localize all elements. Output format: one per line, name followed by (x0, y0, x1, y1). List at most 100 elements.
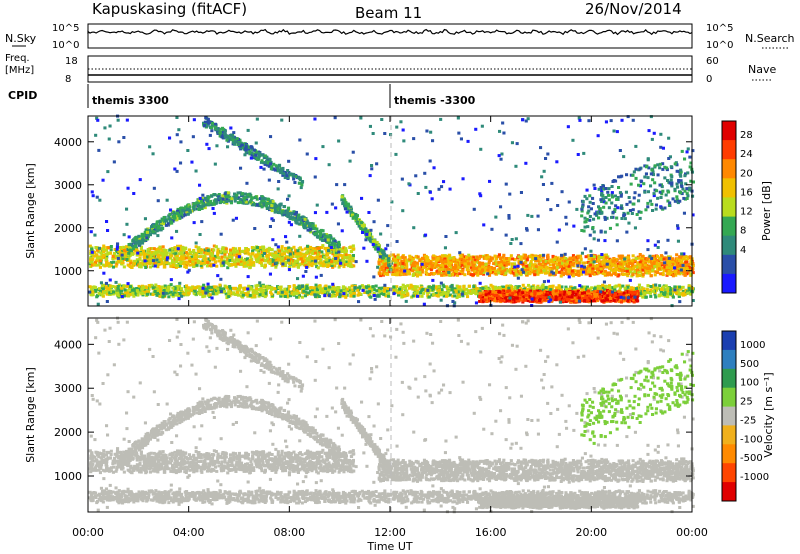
freq-label-2: [MHz] (5, 65, 34, 76)
power-cell (445, 295, 448, 298)
power-cell (157, 256, 160, 259)
power-cell (658, 294, 661, 297)
power-cell (218, 284, 221, 287)
power-cell (135, 249, 138, 252)
power-cell (161, 261, 164, 264)
power-cell (105, 285, 108, 288)
power-cell (575, 273, 578, 276)
power-cell (596, 268, 599, 271)
power-cell (255, 290, 258, 293)
power-cell (502, 262, 505, 265)
power-cell (419, 291, 422, 294)
power-cell (125, 258, 128, 261)
power-cell (168, 249, 171, 252)
power-cell (550, 259, 553, 262)
power-cell (632, 267, 635, 270)
power-cell (472, 285, 475, 288)
power-cell (437, 264, 440, 267)
power-cell (403, 295, 406, 298)
power-cell (157, 250, 160, 253)
power-cell (313, 286, 316, 289)
power-cell (639, 253, 642, 256)
power-cell (421, 257, 424, 260)
power-cell (132, 295, 135, 298)
power-cell (439, 293, 442, 296)
power-cell (383, 290, 386, 293)
power-cell (262, 293, 265, 296)
power-cell (608, 286, 611, 289)
power-cell (233, 263, 236, 266)
power-cell (645, 296, 648, 299)
nsearch-tick-low: 10^0 (706, 40, 733, 51)
power-cell (642, 273, 645, 276)
power-cell (646, 291, 649, 294)
power-cell (565, 288, 568, 291)
power-cell (200, 262, 203, 265)
nsky-tick-high: 10^5 (52, 23, 79, 34)
cpid-row: themis 3300 themis -3300 (88, 84, 476, 108)
power-cell (298, 287, 301, 290)
power-cell (259, 255, 262, 258)
power-cell (203, 255, 206, 258)
power-cell (645, 258, 648, 261)
power-cell (295, 255, 298, 258)
power-cell (293, 263, 296, 266)
power-cell (301, 260, 304, 263)
power-cell (99, 266, 102, 269)
power-cell (392, 269, 395, 272)
power-cell (560, 275, 563, 278)
power-cell (541, 285, 544, 288)
power-cell (527, 284, 530, 287)
power-cell (199, 255, 202, 258)
power-cell (154, 284, 157, 287)
power-cell (549, 288, 552, 291)
power-cell (577, 255, 580, 258)
power-cell (251, 252, 254, 255)
nave-tick-high: 60 (706, 56, 719, 67)
power-cell (400, 296, 403, 299)
power-cell (228, 263, 231, 266)
power-cell (666, 272, 669, 275)
power-cell (684, 261, 687, 264)
power-cell (91, 290, 94, 293)
power-cell (378, 258, 381, 261)
power-cell (163, 266, 166, 269)
power-cell (626, 270, 629, 273)
power-cell (510, 254, 513, 257)
power-cell (418, 259, 421, 262)
power-cell (342, 259, 345, 262)
power-cell (429, 262, 432, 265)
power-cell (642, 287, 645, 290)
power-cell (110, 245, 113, 248)
power-cell (465, 256, 468, 259)
power-cell (546, 254, 549, 257)
power-cell (366, 290, 369, 293)
power-cell (167, 295, 170, 298)
power-cell (284, 264, 287, 267)
power-cell (317, 266, 320, 269)
power-cell (209, 293, 212, 296)
power-cell (262, 248, 265, 251)
power-cell (202, 284, 205, 287)
power-cell (152, 286, 155, 289)
power-cell (89, 285, 92, 288)
power-cell (481, 265, 484, 268)
power-cell (628, 262, 631, 265)
power-cell (337, 289, 340, 292)
power-cell (605, 256, 608, 259)
power-cell (212, 249, 215, 252)
power-cell (338, 286, 341, 289)
power-cell (505, 257, 508, 260)
power-cell (131, 289, 134, 292)
power-cell (467, 292, 470, 295)
power-cell (629, 268, 632, 271)
power-cell (175, 294, 178, 297)
power-cell (315, 256, 318, 259)
power-cell (622, 273, 625, 276)
power-cell (480, 272, 483, 275)
power-cell (650, 274, 653, 277)
power-cell (318, 247, 321, 250)
power-cell (658, 268, 661, 271)
power-cell (185, 266, 188, 269)
power-cell (411, 264, 414, 267)
